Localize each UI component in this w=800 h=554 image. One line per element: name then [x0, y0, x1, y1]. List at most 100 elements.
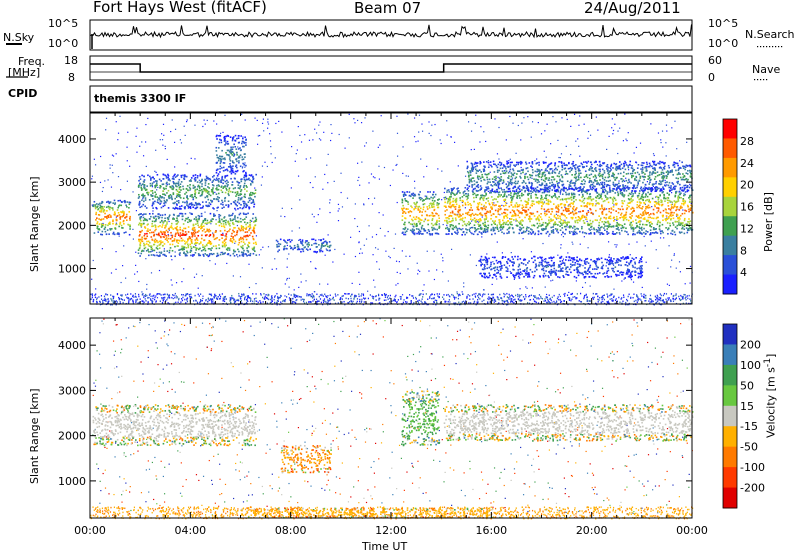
- power-ground-cell: [660, 303, 662, 306]
- power-echo-cell: [224, 245, 226, 248]
- power-noise-cell: [597, 226, 599, 229]
- power-echo-cell: [475, 229, 477, 232]
- power-ground-cell: [503, 300, 505, 303]
- power-noise-cell: [179, 254, 181, 256]
- power-ground-cell: [132, 299, 134, 302]
- power-echo-cell: [162, 183, 165, 185]
- power-echo-cell: [666, 192, 669, 195]
- power-echo-cell: [171, 185, 174, 187]
- power-echo-cell: [227, 221, 230, 224]
- power-echo-cell: [203, 228, 205, 231]
- power-echo-cell: [140, 250, 143, 253]
- power-echo-cell: [231, 219, 234, 222]
- power-ground-cell: [606, 301, 608, 303]
- power-echo-cell: [207, 255, 210, 258]
- power-echo-cell: [485, 192, 487, 195]
- nave-label: Nave: [752, 63, 781, 76]
- power-echo-cell: [205, 204, 207, 207]
- power-noise-cell: [117, 139, 119, 141]
- power-echo-cell: [627, 219, 630, 222]
- power-noise-cell: [312, 186, 314, 189]
- power-noise-cell: [337, 220, 340, 222]
- power-echo-cell: [218, 239, 221, 241]
- power-echo-cell: [222, 241, 224, 244]
- power-echo-cell: [145, 249, 148, 252]
- power-echo-cell: [140, 215, 143, 218]
- power-echo-cell: [433, 214, 436, 217]
- power-echo-cell: [478, 231, 481, 233]
- power-echo-cell: [194, 174, 197, 176]
- power-echo-cell: [94, 206, 97, 209]
- power-echo-cell: [652, 228, 655, 231]
- power-echo-cell: [540, 197, 542, 200]
- power-noise-cell: [491, 283, 493, 286]
- power-ground-cell: [121, 295, 123, 297]
- power-noise-cell: [555, 218, 558, 220]
- power-echo-cell: [459, 208, 462, 211]
- nsearch-legend-dot: [760, 46, 762, 48]
- power-noise-cell: [241, 196, 243, 199]
- power-noise-cell: [578, 211, 580, 213]
- power-ground-cell: [444, 300, 446, 303]
- power-echo-cell: [158, 217, 160, 220]
- power-echo-cell: [202, 246, 204, 249]
- power-echo-cell: [243, 195, 246, 198]
- power-echo-cell: [122, 227, 124, 229]
- power-echo-cell: [213, 213, 215, 215]
- power-echo-cell: [570, 216, 573, 219]
- power-echo-cell: [412, 192, 415, 195]
- power-noise-cell: [216, 210, 218, 212]
- power-echo-cell: [572, 193, 574, 196]
- power-echo-cell: [231, 171, 233, 173]
- power-noise-cell: [579, 155, 581, 157]
- power-echo-cell: [151, 204, 154, 207]
- power-ground-cell: [553, 300, 555, 303]
- power-ground-cell: [448, 303, 450, 306]
- power-noise-cell: [110, 186, 113, 188]
- power-echo-cell: [137, 238, 140, 241]
- power-echo-cell: [164, 174, 167, 177]
- power-noise-cell: [372, 254, 374, 256]
- power-ground-cell: [177, 301, 179, 304]
- power-echo-cell: [236, 191, 239, 194]
- power-echo-cell: [233, 250, 235, 253]
- power-echo-cell: [432, 197, 434, 199]
- power-ground-cell: [680, 294, 682, 297]
- power-echo-cell: [158, 232, 160, 235]
- power-echo-cell: [552, 203, 555, 205]
- power-noise-cell: [214, 263, 216, 265]
- power-ground-cell: [510, 299, 512, 301]
- power-noise-cell: [329, 199, 331, 201]
- power-noise-cell: [621, 280, 623, 282]
- power-echo-cell: [494, 220, 497, 222]
- power-echo-cell: [164, 220, 166, 222]
- power-echo-cell: [153, 178, 156, 180]
- power-ground-cell: [511, 295, 514, 297]
- power-echo-cell: [232, 212, 234, 215]
- power-ground-cell: [333, 299, 335, 301]
- power-ground-cell: [637, 296, 639, 298]
- power-echo-cell: [425, 198, 427, 200]
- power-echo-cell: [182, 230, 184, 232]
- power-echo-cell: [190, 239, 192, 242]
- power-noise-cell: [395, 260, 398, 262]
- power-echo-cell: [174, 197, 176, 200]
- power-ground-cell: [105, 293, 107, 296]
- power-noise-cell: [458, 227, 460, 229]
- power-echo-cell: [659, 232, 662, 235]
- power-echo-cell: [152, 201, 154, 204]
- power-echo-cell: [222, 203, 224, 206]
- power-noise-cell: [644, 245, 646, 247]
- power-echo-cell: [165, 187, 167, 190]
- power-ground-cell: [641, 295, 643, 297]
- power-ground-cell: [379, 297, 381, 300]
- power-echo-cell: [540, 218, 543, 221]
- power-ground-cell: [447, 293, 449, 296]
- power-noise-cell: [194, 158, 196, 160]
- power-noise-cell: [170, 279, 172, 281]
- power-echo-cell: [197, 184, 200, 187]
- power-echo-cell: [607, 220, 610, 223]
- power-ground-cell: [334, 293, 336, 295]
- power-echo-cell: [232, 229, 234, 232]
- power-echo-cell: [157, 213, 159, 215]
